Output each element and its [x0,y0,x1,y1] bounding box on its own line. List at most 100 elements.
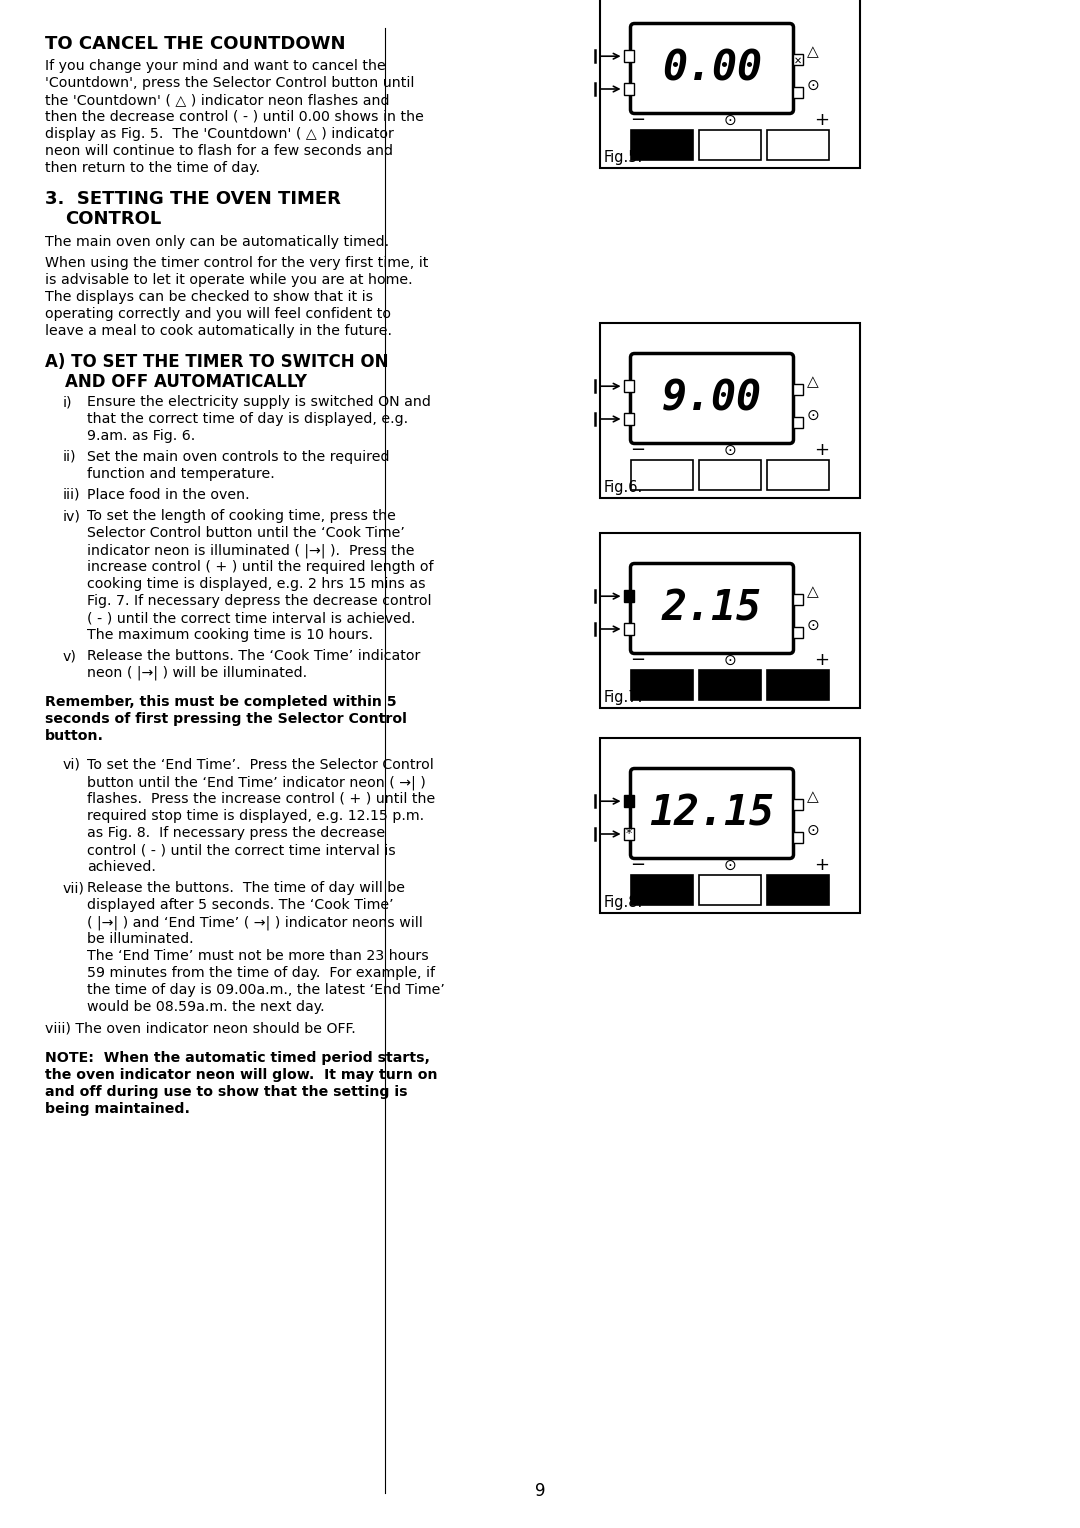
Text: seconds of first pressing the Selector Control: seconds of first pressing the Selector C… [45,712,407,726]
Text: function and temperature.: function and temperature. [87,468,274,481]
FancyBboxPatch shape [631,564,794,654]
Text: Release the buttons.  The time of day will be: Release the buttons. The time of day wil… [87,882,405,895]
Text: Selector Control button until the ‘Cook Time’: Selector Control button until the ‘Cook … [87,526,405,539]
Text: is advisable to let it operate while you are at home.: is advisable to let it operate while you… [45,274,413,287]
FancyBboxPatch shape [631,769,794,859]
Text: ⊙: ⊙ [724,443,737,457]
Text: Remember, this must be completed within 5: Remember, this must be completed within … [45,695,396,709]
Text: If you change your mind and want to cancel the: If you change your mind and want to canc… [45,60,386,73]
Text: the 'Countdown' ( △ ) indicator neon flashes and: the 'Countdown' ( △ ) indicator neon fla… [45,93,390,107]
Text: Fig.5.: Fig.5. [604,150,644,165]
Bar [600,533,860,707]
Bar [793,626,802,639]
Text: vii): vii) [63,882,85,895]
Text: NOTE:  When the automatic timed period starts,: NOTE: When the automatic timed period st… [45,1051,430,1065]
Text: ⊙: ⊙ [806,78,819,92]
Text: *: * [625,828,632,840]
Text: −: − [631,442,646,458]
Text: being maintained.: being maintained. [45,1102,190,1115]
Bar [600,738,860,914]
Text: then return to the time of day.: then return to the time of day. [45,160,260,176]
Bar [793,55,802,66]
Text: Fig.6.: Fig.6. [604,480,644,495]
Text: To set the length of cooking time, press the: To set the length of cooking time, press… [87,509,396,523]
Text: 0.00: 0.00 [662,47,762,90]
Text: 2.15: 2.15 [662,587,762,630]
Text: Place food in the oven.: Place food in the oven. [87,487,249,503]
Text: +: + [814,112,829,128]
Bar [623,50,634,63]
Text: The displays can be checked to show that it is: The displays can be checked to show that… [45,290,373,304]
Text: achieved.: achieved. [87,860,156,874]
Text: the oven indicator neon will glow.  It may turn on: the oven indicator neon will glow. It ma… [45,1068,437,1082]
Text: ⊙: ⊙ [724,652,737,668]
Text: as Fig. 8.  If necessary press the decrease: as Fig. 8. If necessary press the decrea… [87,827,386,840]
Text: △: △ [807,374,819,390]
Text: flashes.  Press the increase control ( + ) until the: flashes. Press the increase control ( + … [87,792,435,805]
Text: then the decrease control ( - ) until 0.00 shows in the: then the decrease control ( - ) until 0.… [45,110,423,124]
Text: viii) The oven indicator neon should be OFF.: viii) The oven indicator neon should be … [45,1021,355,1034]
Bar [623,795,634,807]
Text: vi): vi) [63,758,81,772]
Bar [793,799,802,810]
Text: cooking time is displayed, e.g. 2 hrs 15 mins as: cooking time is displayed, e.g. 2 hrs 15… [87,578,426,591]
Bar [699,876,761,905]
Text: neon ( |→| ) will be illuminated.: neon ( |→| ) will be illuminated. [87,666,307,680]
Text: To set the ‘End Time’.  Press the Selector Control: To set the ‘End Time’. Press the Selecto… [87,758,434,772]
Text: control ( - ) until the correct time interval is: control ( - ) until the correct time int… [87,843,395,857]
Text: iv): iv) [63,509,81,523]
Text: iii): iii) [63,487,81,503]
Bar [623,828,634,840]
Text: The main oven only can be automatically timed.: The main oven only can be automatically … [45,235,389,249]
Bar [767,669,829,700]
Text: Release the buttons. The ‘Cook Time’ indicator: Release the buttons. The ‘Cook Time’ ind… [87,649,420,663]
Text: A) TO SET THE TIMER TO SWITCH ON: A) TO SET THE TIMER TO SWITCH ON [45,353,389,371]
Text: displayed after 5 seconds. The ‘Cook Time’: displayed after 5 seconds. The ‘Cook Tim… [87,898,393,912]
Bar [793,833,802,843]
Text: that the correct time of day is displayed, e.g.: that the correct time of day is displaye… [87,413,408,426]
Text: ⊙: ⊙ [806,408,819,422]
Text: −: − [631,112,646,128]
Text: increase control ( + ) until the required length of: increase control ( + ) until the require… [87,559,433,575]
Text: button.: button. [45,729,104,743]
Text: 9.00: 9.00 [662,377,762,420]
Bar [767,130,829,160]
Text: ⊙: ⊙ [806,617,819,633]
Text: 3.  SETTING THE OVEN TIMER: 3. SETTING THE OVEN TIMER [45,189,341,208]
Text: −: − [631,856,646,874]
Text: neon will continue to flash for a few seconds and: neon will continue to flash for a few se… [45,144,393,157]
Text: ⊙: ⊙ [806,822,819,837]
Bar [623,413,634,425]
Text: indicator neon is illuminated ( |→| ).  Press the: indicator neon is illuminated ( |→| ). P… [87,542,415,558]
FancyBboxPatch shape [631,353,794,443]
Text: display as Fig. 5.  The 'Countdown' ( △ ) indicator: display as Fig. 5. The 'Countdown' ( △ )… [45,127,394,141]
Text: Ensure the electricity supply is switched ON and: Ensure the electricity supply is switche… [87,396,431,410]
Bar [623,590,634,602]
Text: CONTROL: CONTROL [65,209,161,228]
Bar [699,669,761,700]
Bar [699,130,761,160]
Text: ⊙: ⊙ [724,857,737,872]
Text: ⊙: ⊙ [724,113,737,127]
Text: The ‘End Time’ must not be more than 23 hours: The ‘End Time’ must not be more than 23 … [87,949,429,963]
Text: be illuminated.: be illuminated. [87,932,193,946]
Bar [623,83,634,95]
Text: and off during use to show that the setting is: and off during use to show that the sett… [45,1085,407,1099]
Text: TO CANCEL THE COUNTDOWN: TO CANCEL THE COUNTDOWN [45,35,346,53]
Text: leave a meal to cook automatically in the future.: leave a meal to cook automatically in th… [45,324,392,338]
Text: Fig.8.: Fig.8. [604,895,644,911]
Text: required stop time is displayed, e.g. 12.15 p.m.: required stop time is displayed, e.g. 12… [87,808,424,824]
Bar [793,594,802,605]
Text: ii): ii) [63,451,77,465]
Text: the time of day is 09.00a.m., the latest ‘End Time’: the time of day is 09.00a.m., the latest… [87,983,445,996]
Bar [631,130,693,160]
Bar [793,385,802,396]
Text: Fig. 7. If necessary depress the decrease control: Fig. 7. If necessary depress the decreas… [87,594,432,608]
Text: 12.15: 12.15 [649,793,774,834]
Bar [623,380,634,393]
Text: AND OFF AUTOMATICALLY: AND OFF AUTOMATICALLY [65,373,307,391]
Text: −: − [631,651,646,669]
Text: 59 minutes from the time of day.  For example, if: 59 minutes from the time of day. For exa… [87,966,435,979]
Bar [600,0,860,168]
Text: 9.am. as Fig. 6.: 9.am. as Fig. 6. [87,429,195,443]
